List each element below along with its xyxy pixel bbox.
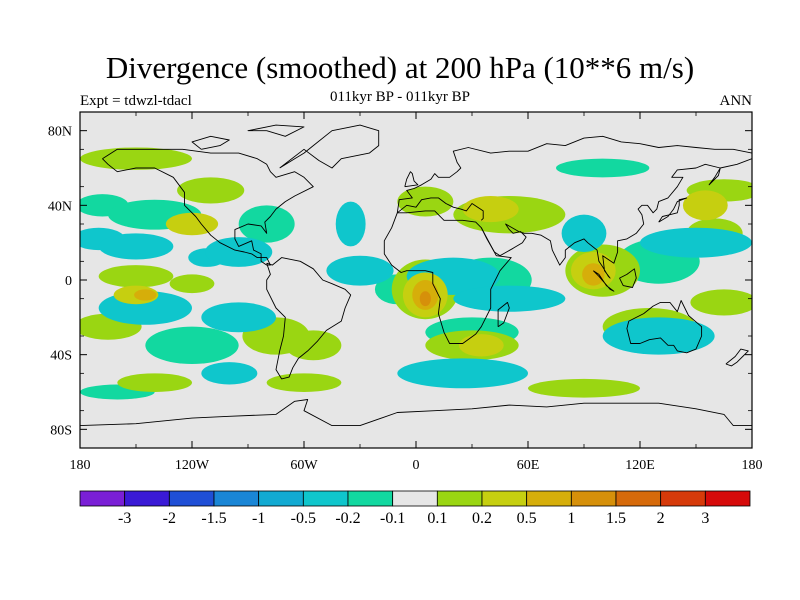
field-region — [98, 233, 174, 260]
experiment-label: Expt = tdwzl-tdacl — [80, 93, 192, 109]
y-tick-label: 40N — [48, 199, 72, 214]
colorbar-swatch — [481, 490, 528, 507]
field-region — [205, 237, 273, 267]
longitude-axis: 180 120W 60W 0 60E 120E 180 — [70, 112, 763, 473]
coastline — [619, 268, 637, 288]
x-tick-label: 60E — [517, 458, 540, 473]
y-tick-label: 40S — [50, 349, 72, 364]
colorbar-label: -0.1 — [380, 510, 405, 527]
colorbar-label: 2 — [657, 510, 665, 527]
colorbar-label: 3 — [701, 510, 709, 527]
colorbar-swatch — [258, 490, 304, 507]
y-tick-label: 80S — [50, 423, 72, 438]
colorbar-swatch — [392, 490, 438, 507]
field-region — [165, 212, 219, 236]
coastline — [725, 348, 749, 367]
coastline — [397, 197, 484, 221]
x-tick-label: 120W — [175, 458, 210, 473]
colorbar-label: 1.5 — [606, 510, 626, 527]
season-label: ANN — [719, 93, 753, 109]
colorbar-label: 0.5 — [517, 510, 537, 527]
field-region — [177, 177, 245, 204]
colorbar: -3 -2 -1.5 -1 -0.5 -0.2 -0.1 0.1 0.2 0.5 1 1.5 2 3 — [79, 490, 751, 527]
field-region — [458, 334, 504, 357]
coastline — [404, 171, 419, 188]
y-tick-label: 80N — [48, 125, 72, 140]
coastline — [279, 124, 380, 169]
field-region — [201, 302, 276, 333]
colorbar-label: -1.5 — [201, 510, 226, 527]
map-title: Divergence (smoothed) at 200 hPa (10**6 … — [105, 50, 695, 85]
field-region — [80, 147, 192, 170]
field-region — [682, 190, 728, 221]
divergence-field — [80, 147, 752, 400]
colorbar-label: -0.2 — [335, 510, 360, 527]
coastline — [497, 301, 510, 328]
colorbar-swatch — [213, 490, 260, 507]
field-region — [98, 265, 174, 288]
colorbar-swatch — [124, 490, 170, 507]
field-region — [556, 158, 650, 178]
field-region — [397, 186, 454, 217]
colorbar-swatch — [168, 490, 215, 507]
latitude-axis: 80N 40N 0 40S 80S — [48, 111, 752, 449]
field-region — [602, 317, 715, 355]
field-region — [238, 205, 295, 243]
coastline — [658, 197, 688, 223]
colorbar-label: -0.5 — [291, 510, 316, 527]
field-region — [419, 291, 431, 307]
coastline — [592, 270, 615, 292]
field-region — [326, 255, 394, 286]
coastline — [383, 210, 512, 344]
coastline — [626, 300, 703, 354]
colorbar-swatch — [660, 490, 706, 507]
y-tick-label: 0 — [65, 274, 72, 289]
colorbar-label: -1 — [252, 510, 265, 527]
x-tick-label: 0 — [413, 458, 420, 473]
field-region — [117, 373, 192, 392]
field-region — [145, 326, 239, 365]
field-region — [201, 362, 258, 385]
field-region — [335, 201, 366, 247]
coastlines — [80, 124, 752, 427]
field-region — [397, 358, 528, 389]
colorbar-swatch — [526, 490, 572, 507]
coastline — [102, 148, 314, 266]
x-tick-label: 180 — [742, 458, 763, 473]
x-tick-label: 60W — [290, 458, 318, 473]
colorbar-swatch — [615, 490, 662, 507]
coastline — [191, 135, 230, 150]
field-region — [134, 289, 157, 301]
x-tick-label: 180 — [70, 458, 91, 473]
field-region — [462, 196, 519, 223]
colorbar-swatch — [704, 490, 751, 507]
colorbar-label: -2 — [163, 510, 176, 527]
coastline — [480, 158, 752, 279]
map-subtitle: 011kyr BP - 011kyr BP — [329, 89, 470, 105]
coastline — [80, 399, 752, 427]
colorbar-label: 0.1 — [427, 510, 447, 527]
colorbar-swatch — [436, 490, 483, 507]
field-region — [690, 289, 752, 316]
field-region — [528, 378, 640, 398]
field-region — [640, 227, 752, 258]
field-region — [582, 263, 605, 286]
colorbar-label: 1 — [567, 510, 575, 527]
field-region — [266, 373, 342, 392]
colorbar-swatch — [347, 490, 394, 507]
field-region — [453, 285, 566, 312]
field-region — [169, 274, 215, 294]
colorbar-label: 0.2 — [472, 510, 492, 527]
coastline — [396, 135, 752, 213]
field-region — [561, 214, 607, 252]
x-tick-label: 120E — [625, 458, 655, 473]
colorbar-swatch — [302, 490, 349, 507]
colorbar-swatch — [79, 490, 126, 507]
coastline — [247, 124, 305, 137]
coastline — [266, 257, 352, 380]
colorbar-swatch — [570, 490, 617, 507]
colorbar-label: -3 — [118, 510, 131, 527]
